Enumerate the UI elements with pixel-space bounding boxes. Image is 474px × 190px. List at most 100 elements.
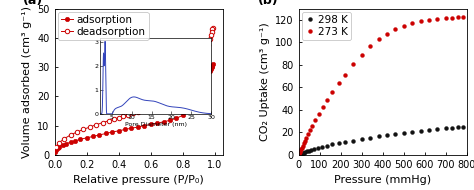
adsorption — [167, 119, 173, 121]
298 K — [301, 152, 307, 154]
273 K — [376, 38, 382, 41]
298 K — [324, 144, 330, 147]
273 K — [301, 142, 307, 144]
adsorption — [161, 121, 166, 123]
298 K — [456, 126, 461, 128]
adsorption — [210, 64, 215, 67]
273 K — [460, 16, 465, 18]
adsorption — [68, 141, 73, 143]
deadsorption — [185, 89, 191, 92]
deadsorption — [100, 122, 105, 124]
273 K — [449, 17, 455, 19]
298 K — [304, 150, 310, 153]
Legend: 298 K, 273 K: 298 K, 273 K — [301, 12, 351, 40]
deadsorption — [202, 57, 208, 59]
deadsorption — [140, 109, 146, 111]
273 K — [392, 28, 398, 31]
adsorption — [196, 97, 201, 99]
273 K — [298, 150, 303, 152]
deadsorption — [178, 94, 184, 96]
273 K — [456, 16, 461, 18]
273 K — [303, 136, 309, 139]
deadsorption — [164, 100, 170, 102]
adsorption — [128, 127, 134, 129]
Line: adsorption: adsorption — [53, 62, 215, 154]
deadsorption — [190, 85, 195, 87]
adsorption — [103, 132, 109, 135]
Y-axis label: Volume adsorbed (cm³ g⁻¹): Volume adsorbed (cm³ g⁻¹) — [22, 6, 32, 158]
273 K — [296, 154, 301, 156]
adsorption — [209, 66, 214, 68]
adsorption — [206, 75, 211, 77]
298 K — [315, 147, 320, 149]
298 K — [297, 153, 302, 156]
adsorption — [73, 140, 78, 142]
deadsorption — [149, 105, 155, 107]
273 K — [342, 74, 348, 76]
deadsorption — [194, 78, 200, 80]
273 K — [320, 106, 326, 108]
deadsorption — [196, 75, 201, 77]
deadsorption — [87, 126, 92, 128]
273 K — [443, 17, 449, 20]
Text: (a): (a) — [23, 0, 43, 7]
deadsorption — [175, 96, 181, 98]
adsorption — [186, 110, 192, 112]
Text: (b): (b) — [258, 0, 279, 7]
adsorption — [109, 131, 115, 133]
deadsorption — [145, 107, 150, 109]
273 K — [350, 63, 356, 65]
adsorption — [56, 146, 62, 148]
X-axis label: Relative pressure (P/P₀): Relative pressure (P/P₀) — [73, 175, 204, 185]
adsorption — [180, 114, 186, 116]
deadsorption — [120, 115, 126, 117]
adsorption — [148, 123, 154, 126]
adsorption — [84, 137, 90, 139]
298 K — [309, 149, 314, 151]
298 K — [336, 142, 341, 144]
298 K — [350, 139, 356, 142]
deadsorption — [53, 146, 59, 148]
adsorption — [53, 151, 58, 153]
273 K — [312, 119, 318, 121]
298 K — [401, 131, 407, 134]
273 K — [316, 113, 321, 116]
298 K — [426, 129, 432, 131]
298 K — [319, 146, 325, 148]
298 K — [384, 134, 390, 136]
deadsorption — [135, 110, 141, 113]
deadsorption — [93, 124, 99, 126]
deadsorption — [209, 31, 214, 33]
deadsorption — [169, 99, 174, 101]
273 K — [296, 153, 302, 155]
deadsorption — [208, 34, 214, 36]
273 K — [435, 18, 440, 20]
273 K — [305, 133, 311, 135]
273 K — [297, 151, 303, 154]
adsorption — [122, 128, 128, 131]
adsorption — [173, 117, 179, 120]
deadsorption — [159, 102, 165, 104]
deadsorption — [207, 38, 213, 40]
273 K — [302, 140, 308, 142]
273 K — [359, 54, 365, 56]
deadsorption — [198, 70, 203, 73]
273 K — [298, 148, 304, 151]
deadsorption — [210, 26, 216, 29]
deadsorption — [193, 81, 199, 83]
Line: 298 K: 298 K — [297, 125, 465, 157]
298 K — [367, 136, 373, 139]
298 K — [299, 152, 305, 155]
adsorption — [141, 124, 147, 127]
298 K — [300, 152, 306, 154]
adsorption — [60, 144, 65, 146]
273 K — [310, 124, 315, 127]
adsorption — [53, 149, 59, 152]
adsorption — [210, 63, 216, 65]
adsorption — [90, 135, 96, 138]
deadsorption — [154, 103, 160, 106]
adsorption — [202, 83, 208, 86]
298 K — [302, 151, 308, 153]
273 K — [418, 20, 423, 23]
298 K — [418, 130, 423, 132]
